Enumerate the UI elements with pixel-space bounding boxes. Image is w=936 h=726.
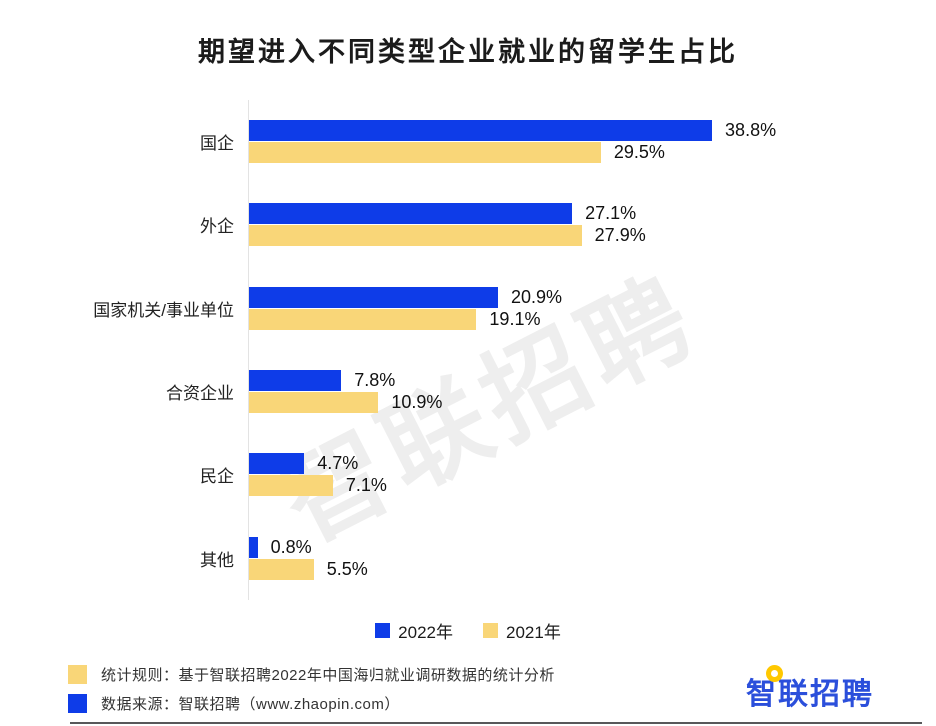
value-label: 20.9% <box>510 286 562 307</box>
note-line: 统计规则：基于智联招聘2022年中国海归就业调研数据的统计分析 <box>68 660 555 689</box>
bar-2022年 <box>248 203 573 225</box>
value-label: 7.1% <box>345 475 387 496</box>
category-label: 民企 <box>200 467 234 487</box>
bar-2022年 <box>248 120 713 142</box>
value-label: 7.8% <box>354 370 396 391</box>
chart-row: 国企 38.8% 29.5% <box>0 119 936 164</box>
chart-row: 其他 0.8% 5.5% <box>0 536 936 581</box>
note-swatch-icon <box>68 694 87 713</box>
bar-line: 5.5% <box>248 558 936 580</box>
bar-2021年 <box>248 392 379 414</box>
chart-legend: 2022年 2021年 <box>0 618 936 643</box>
bar-group: 38.8% 29.5% <box>248 119 936 164</box>
bar-group: 4.7% 7.1% <box>248 452 936 497</box>
value-label: 10.9% <box>391 392 443 413</box>
note-swatch-icon <box>68 665 87 684</box>
bar-2022年 <box>248 453 305 475</box>
bar-line: 19.1% <box>248 308 936 330</box>
bar-2022年 <box>248 286 498 308</box>
bar-line: 27.1% <box>248 203 936 225</box>
note-line: 数据来源：智联招聘（www.zhaopin.com） <box>68 689 555 718</box>
legend-label: 2021年 <box>506 623 561 642</box>
chart-row: 国家机关/事业单位 20.9% 19.1% <box>0 286 936 331</box>
chart-row: 外企 27.1% 27.9% <box>0 202 936 247</box>
bottom-divider <box>70 722 922 724</box>
legend-item-2021年: 2021年 <box>483 618 561 643</box>
value-label: 19.1% <box>489 308 541 329</box>
value-label: 27.9% <box>594 225 646 246</box>
category-label: 国企 <box>200 134 234 154</box>
value-label: 0.8% <box>270 536 312 557</box>
bar-line: 0.8% <box>248 536 936 558</box>
bar-2021年 <box>248 308 477 330</box>
bar-line: 7.1% <box>248 475 936 497</box>
legend-item-2022年: 2022年 <box>375 618 453 643</box>
bar-line: 4.7% <box>248 453 936 475</box>
category-label: 外企 <box>200 217 234 237</box>
bar-2021年 <box>248 225 582 247</box>
bar-line: 38.8% <box>248 120 936 142</box>
bar-line: 29.5% <box>248 142 936 164</box>
value-label: 38.8% <box>725 120 777 141</box>
note-text: 数据来源：智联招聘（www.zhaopin.com） <box>101 696 400 713</box>
note-text: 统计规则：基于智联招聘2022年中国海归就业调研数据的统计分析 <box>101 667 555 684</box>
chart-row: 合资企业 7.8% 10.9% <box>0 369 936 414</box>
bar-group: 27.1% 27.9% <box>248 202 936 247</box>
category-label: 其他 <box>200 550 234 570</box>
chart-title: 期望进入不同类型企业就业的留学生占比 <box>198 37 738 67</box>
bar-group: 20.9% 19.1% <box>248 286 936 331</box>
legend-label: 2022年 <box>398 623 453 642</box>
bar-2021年 <box>248 475 333 497</box>
bar-group: 0.8% 5.5% <box>248 536 936 581</box>
bar-group: 7.8% 10.9% <box>248 369 936 414</box>
chart-row: 民企 4.7% 7.1% <box>0 452 936 497</box>
value-label: 5.5% <box>326 558 368 579</box>
zhaopin-logo: 智联招聘 <box>746 665 874 713</box>
bar-2021年 <box>248 142 601 164</box>
legend-swatch-icon <box>375 623 391 638</box>
bar-2022年 <box>248 536 258 558</box>
value-label: 27.1% <box>585 203 637 224</box>
value-label: 4.7% <box>317 453 359 474</box>
category-label: 国家机关/事业单位 <box>93 300 234 320</box>
chart-rows: 国企 38.8% 29.5% 外企 27.1% 27.9% 国家机关/事业单位 20.9% 19… <box>0 100 936 600</box>
bar-line: 20.9% <box>248 286 936 308</box>
bar-2021年 <box>248 558 314 580</box>
bar-line: 10.9% <box>248 392 936 414</box>
category-label: 合资企业 <box>166 384 234 404</box>
bar-line: 7.8% <box>248 370 936 392</box>
bar-2022年 <box>248 370 342 392</box>
logo-text: 智联招聘 <box>746 678 874 711</box>
footer-notes: 统计规则：基于智联招聘2022年中国海归就业调研数据的统计分析 数据来源：智联招聘… <box>68 660 555 718</box>
bar-line: 27.9% <box>248 225 936 247</box>
logo-bubble-icon <box>766 665 783 682</box>
y-axis-line <box>248 100 249 600</box>
bar-chart: 国企 38.8% 29.5% 外企 27.1% 27.9% 国家机关/事业单位 20.9% 19… <box>0 100 936 600</box>
legend-swatch-icon <box>483 623 498 638</box>
value-label: 29.5% <box>613 142 665 163</box>
